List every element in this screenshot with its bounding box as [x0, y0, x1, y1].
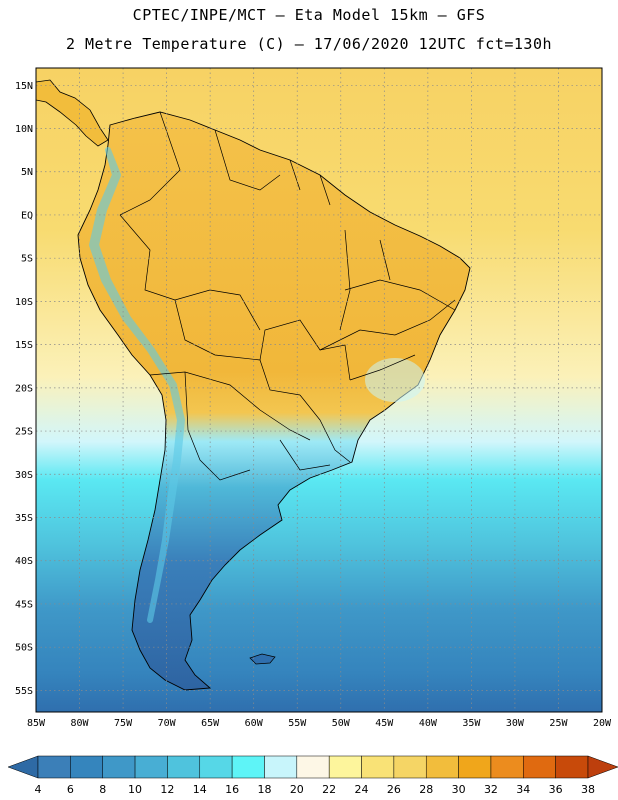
colorbar-tick-label: 8 [99, 783, 106, 796]
colorbar-cell [490, 755, 524, 779]
latitude-tick-label: EQ [21, 210, 33, 221]
longitude-tick-label: 55W [288, 718, 307, 729]
colorbar-cell [361, 755, 395, 779]
highland-cool-patch [365, 358, 425, 402]
colorbar-cell [296, 755, 330, 779]
colorbar-tick-label: 38 [581, 783, 595, 796]
colorbar-tick-label: 14 [193, 783, 207, 796]
colorbar-cell [102, 755, 136, 779]
longitude-tick-label: 25W [549, 718, 568, 729]
longitude-tick-label: 45W [375, 718, 394, 729]
colorbar-tick-label: 26 [387, 783, 401, 796]
latitude-labels: 15N 10N 5N EQ 5S 10S 15S 20S 25S 30S 35S 40S 45S 50S 5… [15, 81, 33, 697]
latitude-tick-label: 25S [15, 427, 33, 438]
longitude-tick-label: 65W [201, 718, 220, 729]
colorbar-cell [555, 755, 589, 779]
latitude-tick-label: 45S [15, 599, 33, 610]
colorbar-cell [37, 755, 71, 779]
longitude-labels: 85W 80W 75W 70W 65W 60W 55W 50W 45W 40W 35W 30W 25W 2… [27, 718, 612, 729]
falkland-islands [249, 653, 276, 665]
colorbar-cell [393, 755, 427, 779]
latitude-tick-label: 40S [15, 556, 33, 567]
colorbar-cell [231, 755, 265, 779]
latitude-tick-label: 10S [15, 297, 33, 308]
colorbar-cell [425, 755, 459, 779]
longitude-tick-label: 35W [462, 718, 481, 729]
central-america-landmass [36, 79, 109, 147]
latitude-tick-label: 5N [21, 167, 33, 178]
latitude-tick-label: 10N [15, 124, 33, 135]
longitude-tick-label: 20W [593, 718, 612, 729]
colorbar-tick-label: 20 [290, 783, 304, 796]
latitude-tick-label: 15S [15, 340, 33, 351]
colorbar-cell [167, 755, 201, 779]
colorbar-tick-label: 24 [355, 783, 369, 796]
latitude-tick-label: 50S [15, 643, 33, 654]
longitude-tick-label: 50W [332, 718, 351, 729]
chart-subtitle: 2 Metre Temperature (C) – 17/06/2020 12U… [65, 35, 553, 53]
longitude-tick-label: 40W [419, 718, 438, 729]
latitude-tick-label: 55S [15, 686, 33, 697]
colorbar-tick-label: 6 [67, 783, 74, 796]
latitude-tick-label: 30S [15, 470, 33, 481]
colorbar-tick-label: 34 [516, 783, 530, 796]
longitude-tick-label: 30W [506, 718, 525, 729]
chart-title: CPTEC/INPE/MCT – Eta Model 15km – GFS [132, 6, 486, 24]
longitude-tick-label: 60W [245, 718, 264, 729]
colorbar-high-arrow [587, 755, 618, 779]
map-area [36, 68, 602, 712]
longitude-tick-label: 75W [114, 718, 133, 729]
latitude-tick-label: 15N [15, 81, 33, 92]
latitude-tick-label: 20S [15, 383, 33, 394]
colorbar-tick-label: 30 [452, 783, 466, 796]
colorbar-tick-label: 36 [549, 783, 563, 796]
colorbar-tick-label: 28 [419, 783, 433, 796]
latitude-tick-label: 35S [15, 513, 33, 524]
colorbar-low-arrow [7, 755, 39, 779]
colorbar-tick-label: 12 [160, 783, 174, 796]
longitude-tick-label: 80W [71, 718, 90, 729]
colorbar-tick-label: 32 [484, 783, 498, 796]
map-frame [35, 67, 603, 713]
longitude-tick-label: 85W [27, 718, 46, 729]
colorbar-tick-label: 4 [35, 783, 42, 796]
colorbar: 4 6 8 10 12 14 16 18 20 22 24 26 28 30 32 34 36 38 [7, 755, 618, 796]
colorbar-cell [458, 755, 492, 779]
latitude-tick-label: 5S [21, 254, 33, 265]
andes-ridge-shading [89, 147, 185, 623]
south-america-landmass [77, 111, 471, 691]
country-borders [119, 111, 456, 481]
colorbar-tick-label: 10 [128, 783, 142, 796]
colorbar-cell [70, 755, 103, 779]
colorbar-tick-label: 16 [225, 783, 239, 796]
colorbar-cell [328, 755, 362, 779]
colorbar-cell [199, 755, 233, 779]
colorbar-tick-label: 18 [257, 783, 271, 796]
longitude-tick-label: 70W [158, 718, 177, 729]
colorbar-cell [264, 755, 298, 779]
colorbar-cell [134, 755, 168, 779]
colorbar-tick-label: 22 [322, 783, 336, 796]
colorbar-cell [523, 755, 556, 779]
